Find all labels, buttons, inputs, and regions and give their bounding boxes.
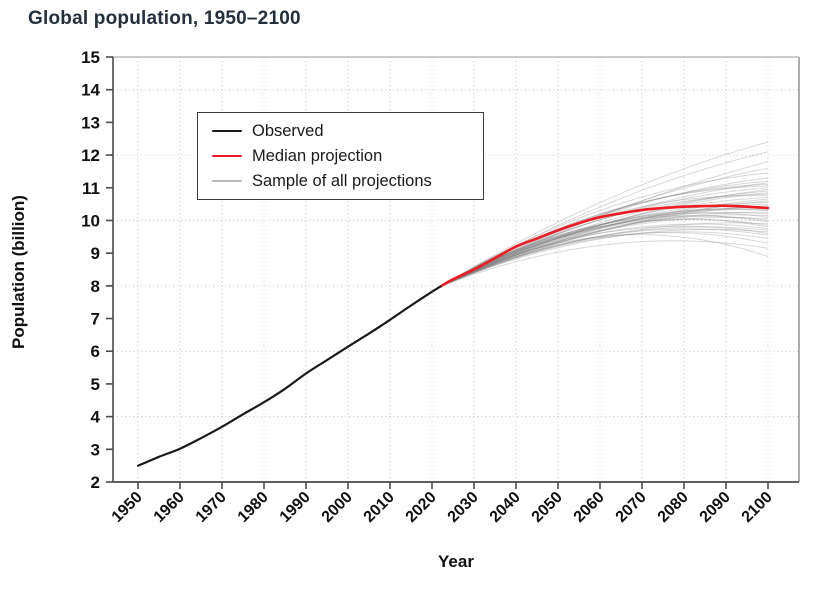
sample-projection-line [440,222,769,287]
sample-projection-line [440,231,769,287]
x-tick-label: 2080 [655,489,692,526]
sample-projection-line [440,188,769,287]
observed-line-swatch [212,129,242,133]
sample-projection-line [440,207,769,287]
sample-projection-line [440,214,769,287]
legend-item-median-projection: Median projection [212,147,473,166]
sample-projection-line [440,203,769,287]
sample-projection-line [440,190,769,287]
y-tick-label: 15 [81,48,100,67]
y-tick-label: 11 [82,179,100,198]
y-tick-label: 3 [91,440,100,459]
sample-projection-line [440,197,769,287]
x-tick-label: 2090 [697,489,734,526]
y-tick-label: 7 [91,310,100,329]
chart-title: Global population, 1950–2100 [28,8,301,29]
sample-projection-line [440,228,769,287]
y-axis-label: Population (billion) [9,195,28,349]
median-line-swatch [212,154,242,158]
y-tick-label: 14 [81,81,100,100]
sample-projection-line [440,185,769,287]
x-tick-label: 2060 [571,489,608,526]
sample-projection-line [440,141,769,287]
median-projection-line [439,204,770,288]
x-tick-label: 1960 [151,489,188,526]
x-tick-label: 1970 [193,489,230,526]
x-tick-label: 2100 [739,489,776,526]
sample-projection-line [440,217,769,287]
sample-line-swatch [212,180,242,182]
y-tick-label: 13 [81,113,100,132]
sample-projection-line [440,226,769,287]
sample-projection-line [440,228,769,287]
axis-ticks: 2 3 4 5 6 7 8 9 10 11 12 13 14 15 1950 1960 1970 1980 1990… [81,48,776,526]
x-tick-label: 2010 [361,489,398,526]
x-tick-label: 2070 [613,489,650,526]
x-tick-label: 1950 [109,489,146,526]
x-tick-label: 1980 [235,489,272,526]
sample-projection-line [440,182,769,287]
sample-projection-line [440,232,769,287]
x-axis-label: Year [438,552,474,571]
sample-projection-line [440,200,769,287]
sample-projection-line [440,240,769,287]
sample-projection-line [440,172,769,287]
sample-projection-line [440,151,769,287]
y-tick-label: 10 [81,211,100,230]
legend-label: Observed [252,121,324,140]
legend-label: Sample of all projections [252,171,432,190]
x-tick-label: 2020 [403,489,440,526]
x-tick-label: 2030 [445,489,482,526]
sample-projection-line [440,208,769,287]
y-tick-label: 5 [91,375,100,394]
sample-projection-line [440,215,769,287]
y-tick-label: 12 [81,146,100,165]
sample-projection-line [440,205,769,287]
y-tick-label: 9 [91,244,100,263]
legend-item-sample-projections: Sample of all projections [212,172,473,191]
x-tick-label: 1990 [277,489,314,526]
sample-projection-line [440,209,769,287]
sample-projection-line [440,206,768,287]
sample-projection-line [440,193,769,287]
x-tick-label: 2050 [529,489,566,526]
sample-projection-line [440,211,769,287]
legend-label: Median projection [252,146,383,165]
legend-box: Observed Median projection Sample of all… [197,112,484,200]
sample-projection-line [440,187,769,287]
sample-projection-line [440,161,769,287]
sample-projection-lines [440,141,769,287]
y-tick-label: 8 [91,277,100,296]
y-tick-label: 6 [91,342,100,361]
x-tick-label: 2000 [319,489,356,526]
sample-projection-line [440,192,769,287]
x-tick-label: 2040 [487,489,524,526]
sample-projection-line [440,218,769,287]
sample-projection-line [440,225,769,287]
legend-item-observed: Observed [212,122,473,141]
observed-line [136,285,442,467]
y-tick-label: 4 [91,408,101,427]
sample-projection-line [440,223,769,287]
y-tick-label: 2 [91,473,100,492]
sample-projection-line [440,211,769,287]
sample-projection-line [440,234,769,287]
